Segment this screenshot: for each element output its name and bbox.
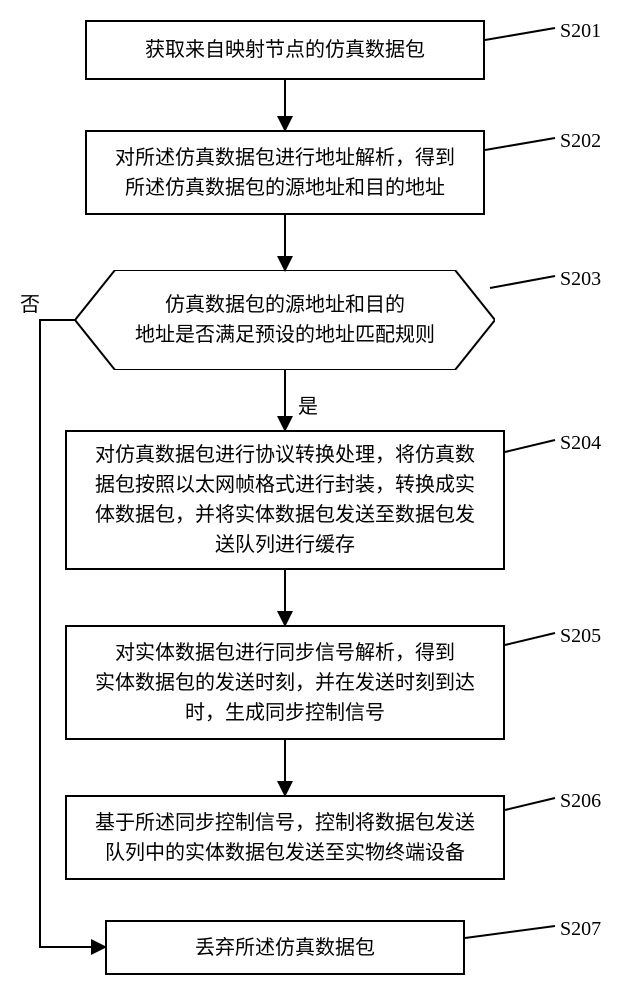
node-s206-text: 基于所述同步控制信号，控制将数据包发送队列中的实体数据包发送至实物终端设备 (95, 808, 475, 868)
node-s202-text: 对所述仿真数据包进行地址解析，得到所述仿真数据包的源地址和目的地址 (115, 143, 455, 203)
label-s202: S202 (560, 130, 601, 153)
lead-s204 (505, 440, 555, 452)
label-s207: S207 (560, 918, 601, 941)
edge-label-yes: 是 (298, 390, 318, 419)
label-s206: S206 (560, 790, 601, 813)
lead-s202 (485, 138, 555, 150)
lead-s206 (505, 798, 555, 810)
node-s204: 对仿真数据包进行协议转换处理，将仿真数据包按照以太网帧格式进行封装，转换成实体数… (65, 430, 505, 570)
flowchart-container: 获取来自映射节点的仿真数据包 对所述仿真数据包进行地址解析，得到所述仿真数据包的… (0, 0, 629, 1000)
node-s207: 丢弃所述仿真数据包 (105, 920, 465, 975)
node-s207-text: 丢弃所述仿真数据包 (195, 933, 375, 963)
label-s203: S203 (560, 268, 601, 291)
node-s204-text: 对仿真数据包进行协议转换处理，将仿真数据包按照以太网帧格式进行封装，转换成实体数… (95, 440, 475, 560)
node-s205-text: 对实体数据包进行同步信号解析，得到实体数据包的发送时刻，并在发送时刻到达时，生成… (95, 638, 475, 728)
label-s204: S204 (560, 432, 601, 455)
lead-s205 (505, 633, 555, 645)
label-s205: S205 (560, 625, 601, 648)
node-s203-text: 仿真数据包的源地址和目的地址是否满足预设的地址匹配规则 (135, 290, 435, 350)
edge-label-no: 否 (20, 288, 40, 317)
node-s202: 对所述仿真数据包进行地址解析，得到所述仿真数据包的源地址和目的地址 (85, 130, 485, 215)
lead-s203 (490, 276, 555, 288)
node-s203: 仿真数据包的源地址和目的地址是否满足预设的地址匹配规则 (75, 270, 495, 370)
node-s206: 基于所述同步控制信号，控制将数据包发送队列中的实体数据包发送至实物终端设备 (65, 795, 505, 880)
node-s201: 获取来自映射节点的仿真数据包 (85, 20, 485, 80)
node-s201-text: 获取来自映射节点的仿真数据包 (145, 35, 425, 65)
node-s205: 对实体数据包进行同步信号解析，得到实体数据包的发送时刻，并在发送时刻到达时，生成… (65, 625, 505, 740)
label-s201: S201 (560, 20, 601, 43)
lead-s207 (465, 926, 555, 938)
lead-s201 (485, 28, 555, 40)
